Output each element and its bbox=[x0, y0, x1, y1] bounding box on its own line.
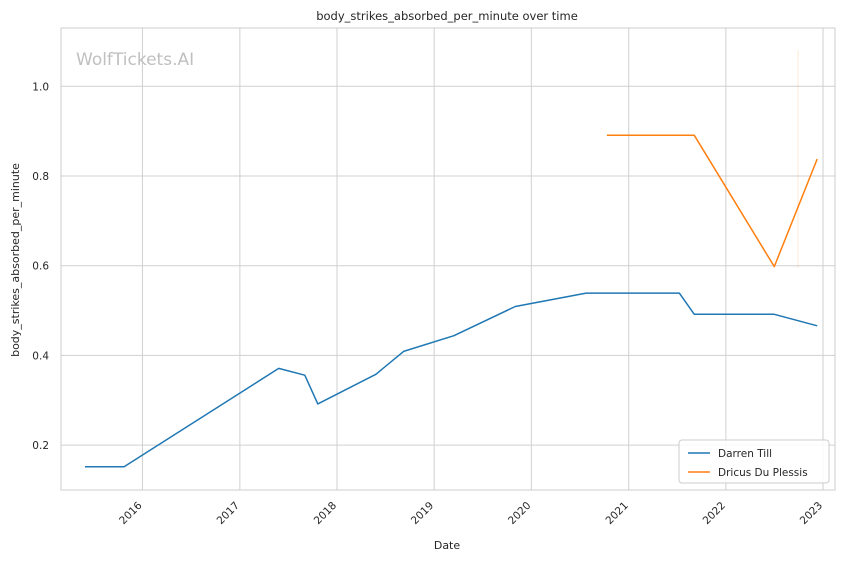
x-tick-label: 2021 bbox=[603, 500, 630, 527]
x-tick-label: 2018 bbox=[312, 500, 339, 527]
plot-area bbox=[60, 27, 836, 491]
legend: Darren Till Dricus Du Plessis bbox=[678, 439, 830, 484]
y-tick-label: 0.8 bbox=[32, 171, 49, 183]
y-tick-label: 1.0 bbox=[32, 81, 49, 93]
series-layer bbox=[85, 134, 818, 468]
y-axis-label: body_strikes_absorbed_per_minute bbox=[9, 163, 22, 357]
series-line-darren-till bbox=[85, 292, 818, 468]
y-tick-label: 0.4 bbox=[32, 350, 49, 362]
y-tick-label: 0.6 bbox=[32, 261, 49, 273]
x-tick-label: 2022 bbox=[701, 500, 728, 527]
chart-title: body_strikes_absorbed_per_minute over ti… bbox=[316, 9, 578, 23]
legend-label-darren-till: Darren Till bbox=[718, 448, 772, 460]
x-tick-label: 2017 bbox=[215, 500, 242, 527]
series-line-dricus-du-plessis bbox=[606, 134, 818, 268]
legend-label-dricus-du-plessis: Dricus Du Plessis bbox=[718, 467, 808, 479]
y-tick-label: 0.2 bbox=[32, 440, 49, 452]
y-tick-labels: 0.2 0.4 0.6 0.8 1.0 bbox=[32, 81, 49, 452]
watermark: WolfTickets.AI bbox=[76, 50, 194, 70]
x-axis-label: Date bbox=[434, 539, 461, 552]
x-tick-labels: 2016 2017 2018 2019 2020 2021 2022 2023 bbox=[117, 499, 825, 527]
x-tick-label: 2023 bbox=[798, 500, 825, 527]
x-tick-label: 2020 bbox=[506, 500, 533, 527]
x-tick-label: 2019 bbox=[409, 500, 436, 527]
grid-lines bbox=[61, 28, 835, 490]
x-tick-label: 2016 bbox=[117, 499, 145, 527]
legend-box bbox=[678, 439, 830, 484]
